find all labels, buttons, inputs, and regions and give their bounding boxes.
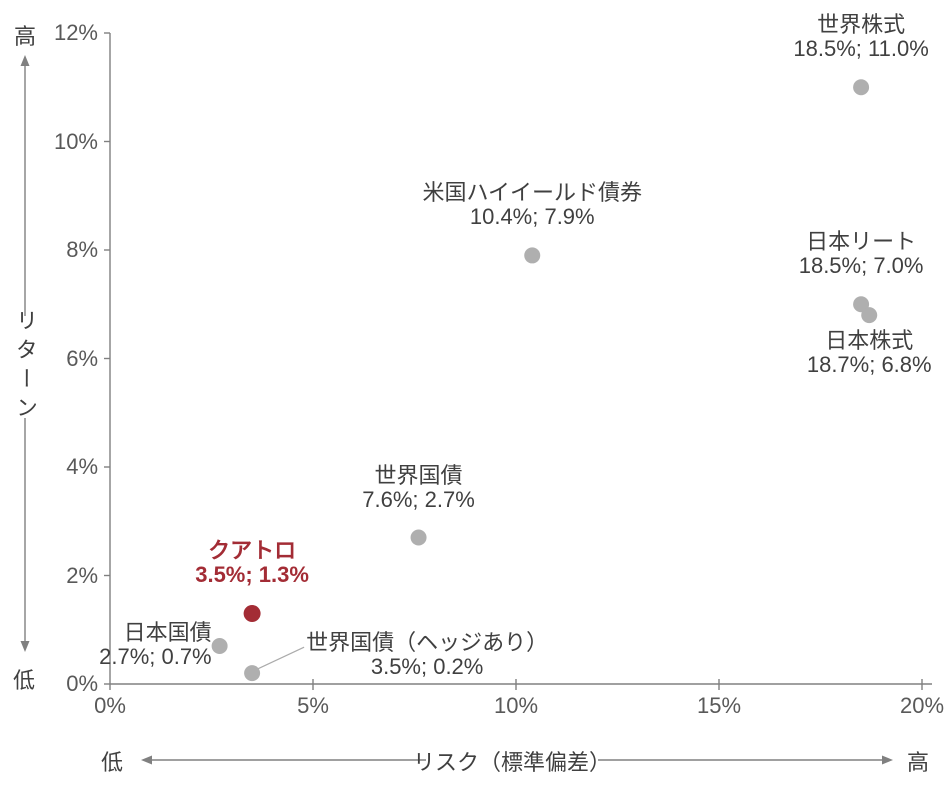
x-axis-tick-label: 15% bbox=[697, 693, 741, 719]
data-point bbox=[853, 79, 870, 96]
y-tick-text: 12% bbox=[53, 20, 98, 45]
x-tick-text: 0% bbox=[94, 693, 126, 718]
x-axis-low-label: 低 bbox=[100, 750, 124, 775]
x-axis-title: リスク（標準偏差） bbox=[412, 750, 612, 775]
y-axis-tick-label: 0% bbox=[66, 671, 98, 697]
y-axis-tick-label: 8% bbox=[66, 237, 98, 263]
y-tick-text: 8% bbox=[66, 237, 98, 262]
data-point bbox=[410, 529, 427, 546]
y-axis-tick-label: 12% bbox=[54, 20, 98, 46]
point-label: 日本リート 18.5%; 7.0% bbox=[799, 230, 924, 278]
data-point bbox=[524, 247, 541, 264]
point-name: 日本株式 bbox=[825, 328, 914, 354]
y-tick-text: 2% bbox=[66, 562, 98, 588]
point-label: 世界国債（ヘッジあり） 3.5%; 0.2% bbox=[306, 631, 548, 679]
x-axis-tick-label: 10% bbox=[494, 693, 538, 719]
point-name: 世界国債（ヘッジあり） bbox=[306, 630, 549, 656]
y-axis-title: リターン bbox=[13, 309, 38, 425]
point-label: 日本国債 2.7%; 0.7% bbox=[99, 621, 212, 669]
y-axis-tick-label: 6% bbox=[66, 346, 98, 372]
point-values: 3.5%; 1.3% bbox=[195, 562, 309, 588]
data-point-highlight bbox=[243, 604, 261, 622]
point-name: 世界国債 bbox=[374, 462, 463, 488]
x-axis-high-label: 高 bbox=[906, 750, 930, 775]
point-values: 18.5%; 11.0% bbox=[793, 36, 929, 62]
y-tick-text: 0% bbox=[66, 671, 98, 696]
x-axis-tick-label: 20% bbox=[900, 693, 944, 719]
y-axis-tick-label: 4% bbox=[66, 454, 98, 480]
data-point bbox=[861, 307, 878, 324]
point-values: 7.6%; 2.7% bbox=[362, 486, 475, 512]
y-axis-high-label: 高 bbox=[13, 24, 37, 49]
point-label: 世界国債 7.6%; 2.7% bbox=[362, 462, 475, 512]
x-tick-text: 15% bbox=[696, 693, 742, 718]
point-label: 世界株式 18.5%; 11.0% bbox=[793, 13, 928, 61]
point-values: 18.5%; 7.0% bbox=[798, 253, 924, 279]
data-point bbox=[211, 638, 228, 655]
point-label: 米国ハイイールド債券 10.4%; 7.9% bbox=[422, 181, 642, 229]
y-axis-low-label: 低 bbox=[12, 668, 36, 693]
return-arrow bbox=[20, 55, 30, 652]
label-leader-line bbox=[256, 646, 305, 670]
x-tick-text: 5% bbox=[297, 693, 329, 718]
x-tick-text: 20% bbox=[899, 693, 945, 718]
data-point bbox=[244, 665, 261, 682]
y-tick-text: 10% bbox=[53, 128, 98, 154]
point-name: クアトロ bbox=[208, 538, 297, 564]
point-values: 10.4%; 7.9% bbox=[469, 204, 595, 230]
point-label: 日本株式 18.7%; 6.8% bbox=[807, 329, 932, 377]
point-name: 日本リート bbox=[806, 229, 917, 255]
point-values: 18.7%; 6.8% bbox=[806, 352, 932, 378]
y-tick-text: 4% bbox=[66, 454, 98, 479]
point-name: 日本国債 bbox=[123, 620, 212, 646]
x-axis-tick-label: 0% bbox=[94, 693, 126, 719]
x-axis-tick-label: 5% bbox=[297, 693, 329, 719]
point-values: 3.5%; 0.2% bbox=[370, 654, 484, 680]
point-name: 米国ハイイールド債券 bbox=[422, 180, 643, 206]
y-axis-tick-label: 2% bbox=[66, 563, 98, 589]
y-axis-tick-label: 10% bbox=[54, 129, 98, 155]
risk-arrow bbox=[141, 755, 893, 765]
y-tick-text: 6% bbox=[66, 345, 98, 371]
point-label: クアトロ 3.5%; 1.3% bbox=[195, 539, 309, 587]
point-name: 世界株式 bbox=[817, 12, 906, 38]
point-values: 2.7%; 0.7% bbox=[99, 644, 212, 670]
x-tick-text: 10% bbox=[493, 693, 539, 718]
